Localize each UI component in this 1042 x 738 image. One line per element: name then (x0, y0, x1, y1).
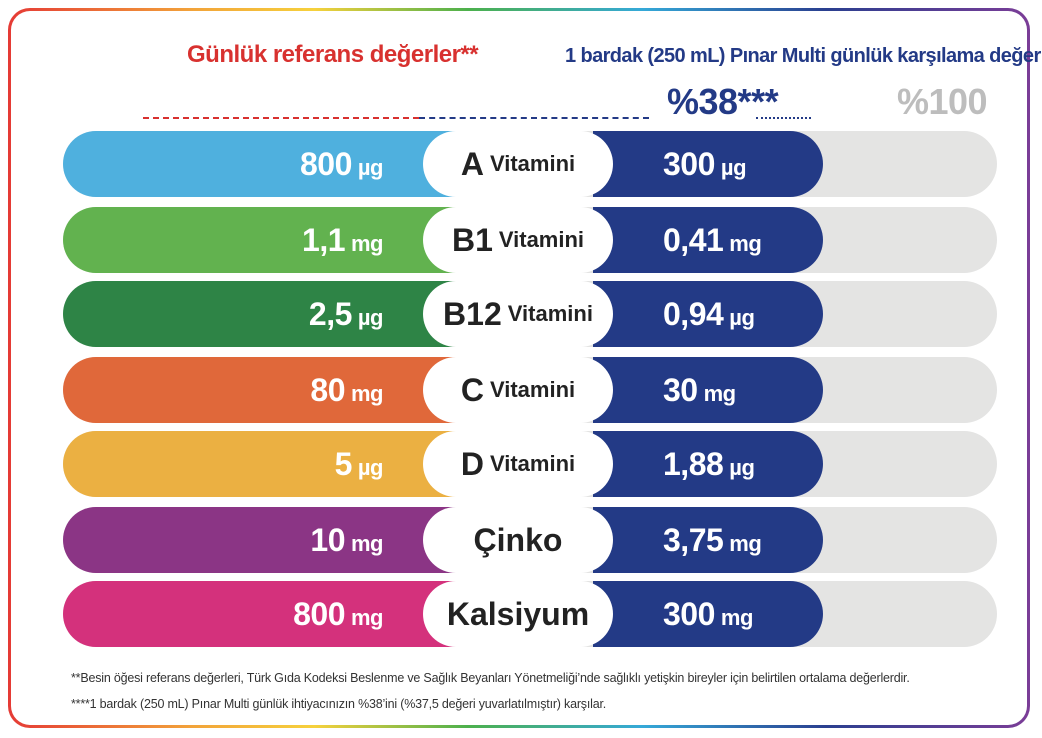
serving-unit: mg (703, 381, 737, 406)
reference-value: 80 mg (310, 357, 383, 423)
reference-bar: 5 µg (63, 431, 483, 497)
nutrient-suffix: Vitamini (489, 151, 576, 176)
nutrient-row: 2,5 µg 0,94 µg B12 Vitamini (63, 281, 997, 347)
serving-bar: 3,75 mg (593, 507, 823, 573)
reference-bar: 800 µg (63, 131, 483, 197)
serving-value: 1,88 µg (663, 431, 755, 497)
reference-bar: 800 mg (63, 581, 483, 647)
reference-amount: 10 (310, 522, 345, 558)
serving-bar: 1,88 µg (593, 431, 823, 497)
reference-unit: µg (357, 455, 384, 480)
nutrient-name: Kalsiyum (446, 595, 590, 632)
reference-bar: 80 mg (63, 357, 483, 423)
footnote-2: ****1 bardak (250 mL) Pınar Multi günlük… (71, 697, 606, 711)
blue-dashed-line (419, 117, 649, 119)
serving-value: 0,94 µg (663, 281, 755, 347)
serving-amount: 300 (663, 146, 715, 182)
reference-unit: µg (357, 155, 384, 180)
serving-value: 0,41 mg (663, 207, 762, 273)
reference-amount: 1,1 (302, 222, 345, 258)
serving-bar: 0,94 µg (593, 281, 823, 347)
nutrient-suffix: Vitamini (489, 377, 576, 402)
serving-bar: 300 mg (593, 581, 823, 647)
footnote-1: **Besin öğesi referans değerleri, Türk G… (71, 671, 910, 685)
nutrient-row: 1,1 mg 0,41 mg B1 Vitamini (63, 207, 997, 273)
reference-amount: 80 (310, 372, 345, 408)
gradient-frame: Günlük referans değerler** 1 bardak (250… (8, 8, 1042, 728)
blue-dotted-line (756, 117, 811, 119)
serving-unit: mg (729, 531, 762, 556)
serving-value: 300 mg (663, 581, 753, 647)
serving-amount: 1,88 (663, 446, 724, 482)
nutrient-name: D (460, 445, 484, 482)
nutrient-row: 10 mg 3,75 mg Çinko (63, 507, 997, 573)
serving-value: 3,75 mg (663, 507, 762, 573)
coverage-percent: %38*** (667, 81, 779, 122)
serving-unit: µg (729, 455, 755, 480)
nutrient-name: C (460, 371, 484, 408)
serving-bar: 300 µg (593, 131, 823, 197)
serving-unit: mg (720, 605, 754, 630)
nutrient-label: B1 Vitamini (423, 207, 613, 273)
serving-value: 300 µg (663, 131, 747, 197)
reference-value: 2,5 µg (308, 281, 384, 347)
serving-bar: 0,41 mg (593, 207, 823, 273)
serving-amount: 0,41 (663, 222, 724, 258)
reference-unit: µg (357, 305, 384, 330)
reference-unit: mg (351, 231, 384, 256)
nutrient-label: Çinko (423, 507, 613, 573)
serving-unit: µg (729, 305, 755, 330)
nutrient-name: B1 (451, 221, 493, 258)
nutrient-suffix: Vitamini (507, 301, 593, 326)
full-percent: %100 (897, 81, 988, 122)
reference-unit: mg (351, 605, 384, 630)
nutrient-label: B12 Vitamini (423, 281, 613, 347)
serving-amount: 0,94 (663, 296, 724, 332)
reference-value: 800 µg (299, 131, 384, 197)
reference-values-title: Günlük referans değerler** (187, 41, 479, 68)
red-dashed-line (143, 117, 419, 119)
nutrient-suffix: Vitamini (489, 451, 576, 476)
nutrient-label: A Vitamini (423, 131, 613, 197)
serving-amount: 3,75 (663, 522, 724, 558)
nutrient-row: 800 mg 300 mg Kalsiyum (63, 581, 997, 647)
reference-amount: 5 (334, 446, 353, 482)
nutrient-row: 80 mg 30 mg C Vitamini (63, 357, 997, 423)
reference-unit: mg (351, 531, 384, 556)
chart-panel: Günlük referans değerler** 1 bardak (250… (11, 11, 1042, 725)
nutrient-suffix: Vitamini (498, 227, 585, 252)
nutrient-label: C Vitamini (423, 357, 613, 423)
reference-bar: 10 mg (63, 507, 483, 573)
nutrient-row: 800 µg 300 µg A Vitamini (63, 131, 997, 197)
coverage-title: 1 bardak (250 mL) Pınar Multi günlük kar… (565, 45, 1042, 67)
reference-value: 5 µg (334, 431, 384, 497)
reference-amount: 800 (299, 146, 352, 182)
nutrient-name: A (460, 145, 484, 182)
nutrient-label: D Vitamini (423, 431, 613, 497)
serving-amount: 30 (663, 372, 698, 408)
reference-unit: mg (351, 381, 384, 406)
reference-bar: 2,5 µg (63, 281, 483, 347)
nutrient-name: B12 (443, 295, 502, 332)
serving-bar: 30 mg (593, 357, 823, 423)
serving-value: 30 mg (663, 357, 736, 423)
reference-bar: 1,1 mg (63, 207, 483, 273)
reference-amount: 800 (293, 596, 345, 632)
reference-amount: 2,5 (308, 296, 352, 332)
nutrient-name: Çinko (473, 521, 563, 558)
serving-unit: mg (729, 231, 762, 256)
serving-amount: 300 (663, 596, 715, 632)
nutrient-label: Kalsiyum (423, 581, 613, 647)
reference-value: 1,1 mg (302, 207, 383, 273)
nutrient-row: 5 µg 1,88 µg D Vitamini (63, 431, 997, 497)
serving-unit: µg (720, 155, 747, 180)
reference-value: 800 mg (293, 581, 383, 647)
reference-value: 10 mg (310, 507, 383, 573)
